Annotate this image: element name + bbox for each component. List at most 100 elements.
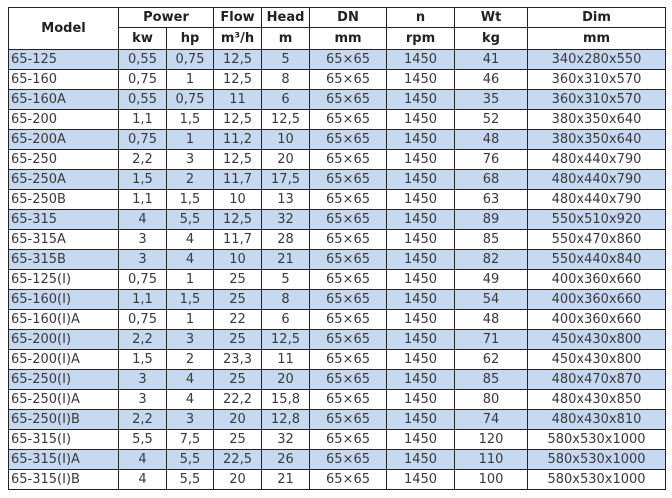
cell-model: 65-160A	[8, 89, 119, 110]
cell-kw: 0,75	[118, 129, 167, 150]
cell-hp: 3	[165, 149, 215, 170]
cell-dn: 65×65	[309, 209, 388, 230]
cell-flow: 20	[213, 469, 263, 490]
cell-dim: 340x280x550	[527, 49, 667, 70]
cell-dn: 65×65	[309, 309, 388, 330]
cell-hp: 1	[165, 69, 215, 90]
cell-kw: 3	[118, 249, 167, 270]
cell-dn: 65×65	[309, 469, 388, 490]
cell-rpm: 1450	[386, 409, 456, 430]
table-row: 65-315A 3 4 11,7 28 65×65 1450 85 550x470x860	[8, 229, 667, 250]
cell-head: 32	[261, 429, 311, 450]
cell-head: 6	[261, 89, 311, 110]
cell-weight: 62	[454, 349, 529, 370]
cell-dn: 65×65	[309, 369, 388, 390]
cell-hp: 4	[165, 229, 215, 250]
cell-dim: 450x430x800	[527, 349, 667, 370]
cell-flow: 10	[213, 189, 263, 210]
header-model: Model	[8, 7, 119, 50]
cell-flow: 20	[213, 409, 263, 430]
cell-rpm: 1450	[386, 249, 456, 270]
cell-flow: 23,3	[213, 349, 263, 370]
cell-dim: 480x440x790	[527, 189, 667, 210]
cell-kw: 5,5	[118, 429, 167, 450]
cell-rpm: 1450	[386, 69, 456, 90]
cell-dn: 65×65	[309, 69, 388, 90]
cell-rpm: 1450	[386, 129, 456, 150]
unit-hp: hp	[165, 27, 215, 50]
unit-flow: m³/h	[213, 27, 263, 50]
cell-hp: 0,75	[165, 89, 215, 110]
table-row: 65-315B 3 4 10 21 65×65 1450 82 550x440x840	[8, 249, 667, 270]
table-header: Model Power Flow Head DN n Wt Dim kw hp …	[8, 7, 667, 50]
cell-dn: 65×65	[309, 129, 388, 150]
cell-flow: 11,7	[213, 229, 263, 250]
cell-head: 13	[261, 189, 311, 210]
cell-dn: 65×65	[309, 429, 388, 450]
unit-dim: mm	[527, 27, 667, 50]
cell-flow: 12,5	[213, 69, 263, 90]
cell-dn: 65×65	[309, 149, 388, 170]
cell-head: 11	[261, 349, 311, 370]
cell-dn: 65×65	[309, 289, 388, 310]
cell-model: 65-200	[8, 109, 119, 130]
cell-kw: 3	[118, 389, 167, 410]
cell-model: 65-315A	[8, 229, 119, 250]
cell-model: 65-200(I)A	[8, 349, 119, 370]
cell-weight: 76	[454, 149, 529, 170]
cell-kw: 0,55	[118, 89, 167, 110]
cell-head: 8	[261, 69, 311, 90]
table-row: 65-160(I) 1,1 1,5 25 8 65×65 1450 54 400x360x660	[8, 289, 667, 310]
cell-dim: 580x530x1000	[527, 449, 667, 470]
cell-hp: 4	[165, 369, 215, 390]
cell-kw: 3	[118, 229, 167, 250]
cell-hp: 1	[165, 269, 215, 290]
cell-model: 65-250(I)B	[8, 409, 119, 430]
cell-dim: 580x530x1000	[527, 469, 667, 490]
table-row: 65-315 4 5,5 12,5 32 65×65 1450 89 550x510x920	[8, 209, 667, 230]
cell-kw: 4	[118, 449, 167, 470]
cell-rpm: 1450	[386, 49, 456, 70]
cell-dn: 65×65	[309, 189, 388, 210]
cell-dim: 550x510x920	[527, 209, 667, 230]
cell-head: 6	[261, 309, 311, 330]
cell-dn: 65×65	[309, 389, 388, 410]
cell-dim: 450x430x800	[527, 329, 667, 350]
cell-model: 65-200A	[8, 129, 119, 150]
cell-rpm: 1450	[386, 289, 456, 310]
cell-kw: 2,2	[118, 329, 167, 350]
cell-hp: 0,75	[165, 49, 215, 70]
cell-dim: 480x430x810	[527, 409, 667, 430]
cell-kw: 0,75	[118, 309, 167, 330]
cell-dim: 400x360x660	[527, 309, 667, 330]
cell-head: 26	[261, 449, 311, 470]
cell-rpm: 1450	[386, 469, 456, 490]
cell-weight: 49	[454, 269, 529, 290]
cell-dim: 380x350x640	[527, 129, 667, 150]
cell-model: 65-160(I)A	[8, 309, 119, 330]
cell-model: 65-250(I)	[8, 369, 119, 390]
cell-weight: 82	[454, 249, 529, 270]
cell-head: 28	[261, 229, 311, 250]
cell-flow: 25	[213, 369, 263, 390]
cell-hp: 5,5	[165, 209, 215, 230]
cell-flow: 12,5	[213, 209, 263, 230]
table-row: 65-200A 0,75 1 11,2 10 65×65 1450 48 380x350x640	[8, 129, 667, 150]
cell-hp: 2	[165, 169, 215, 190]
cell-weight: 71	[454, 329, 529, 350]
cell-model: 65-250B	[8, 189, 119, 210]
cell-hp: 1	[165, 129, 215, 150]
cell-weight: 68	[454, 169, 529, 190]
cell-flow: 25	[213, 269, 263, 290]
cell-rpm: 1450	[386, 329, 456, 350]
cell-weight: 89	[454, 209, 529, 230]
cell-flow: 12,5	[213, 49, 263, 70]
cell-dn: 65×65	[309, 409, 388, 430]
cell-head: 5	[261, 269, 311, 290]
cell-flow: 12,5	[213, 149, 263, 170]
cell-weight: 48	[454, 129, 529, 150]
cell-rpm: 1450	[386, 389, 456, 410]
cell-rpm: 1450	[386, 89, 456, 110]
cell-dim: 580x530x1000	[527, 429, 667, 450]
cell-head: 21	[261, 249, 311, 270]
